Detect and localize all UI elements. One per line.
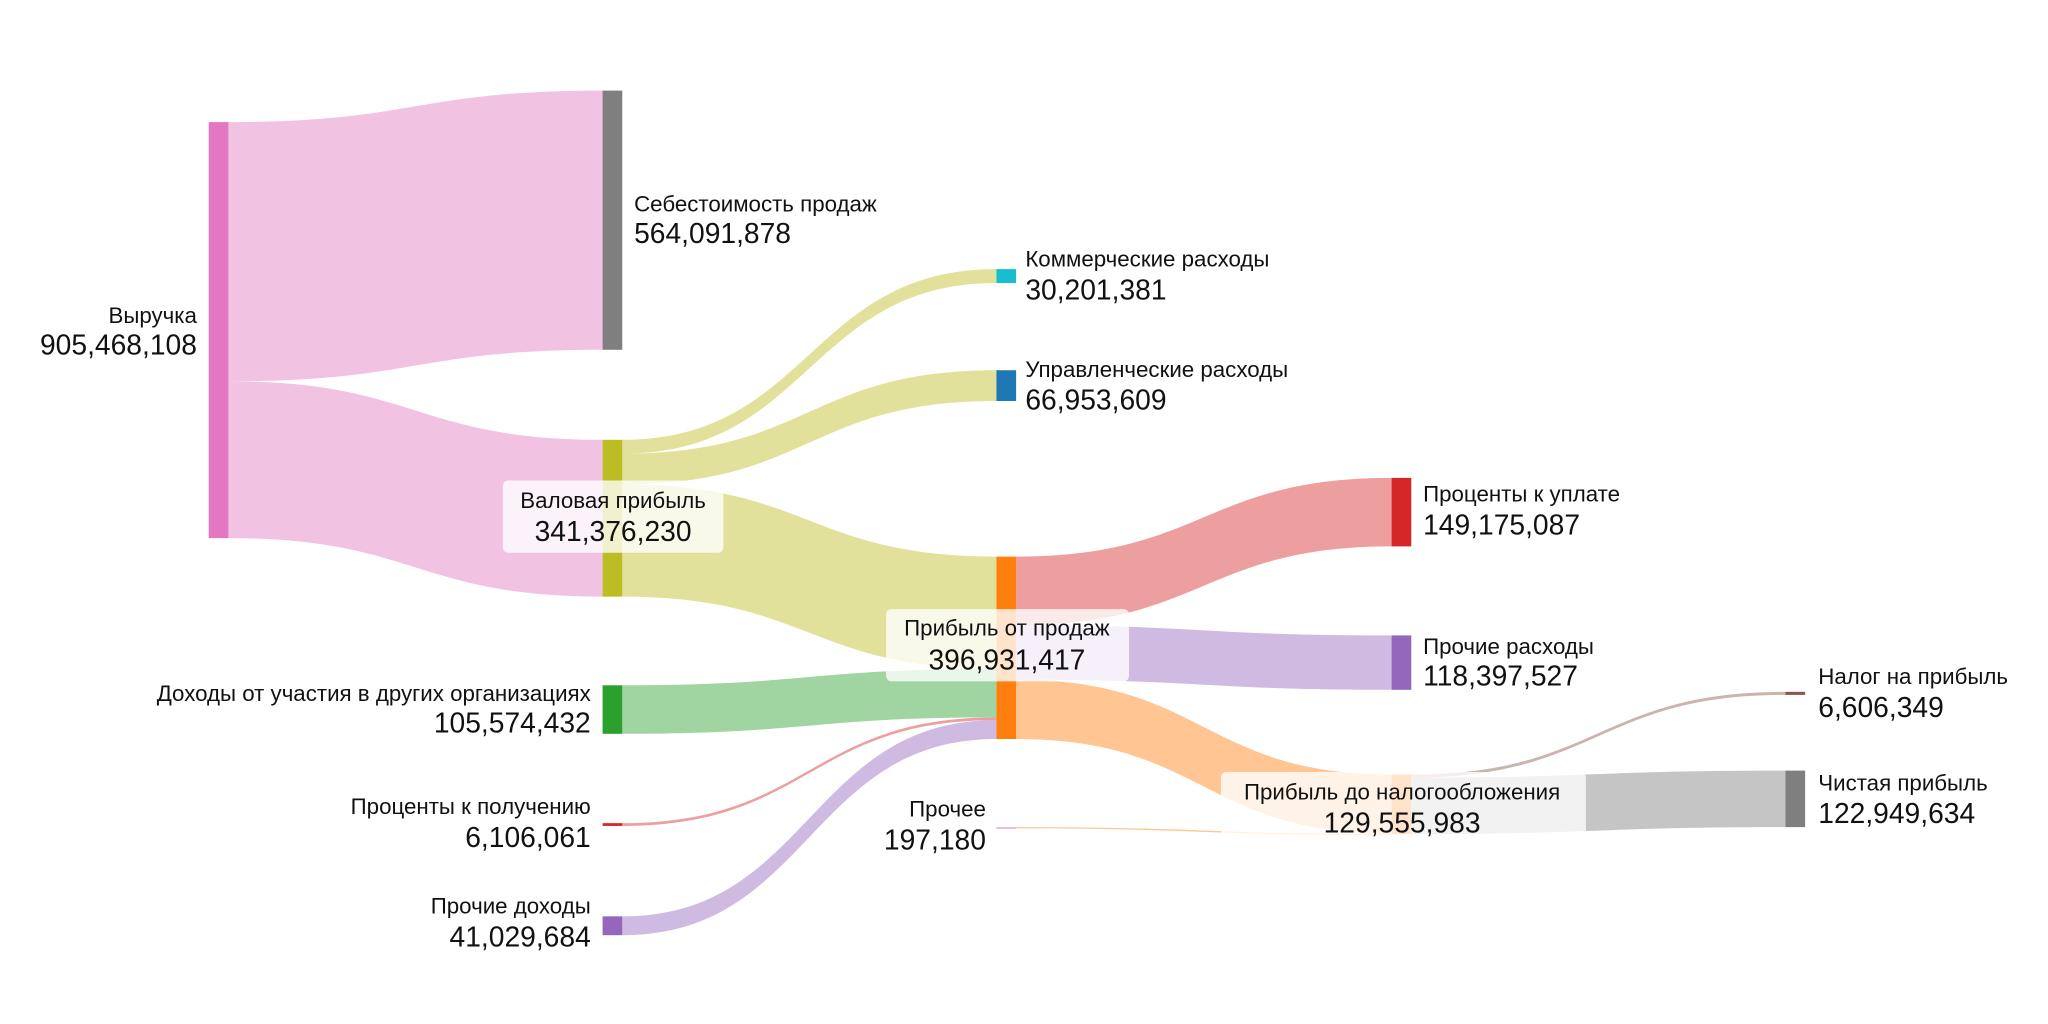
node-name: Доходы от участия в других организациях xyxy=(157,681,591,706)
node-interest_income[interactable] xyxy=(602,823,623,826)
node-name: Прочие доходы xyxy=(431,894,591,919)
label-selling: Коммерческие расходы 30,201,381 xyxy=(1025,247,1269,306)
label-tax: Налог на прибыль 6,606,349 xyxy=(1818,664,2008,723)
node-value: 564,091,878 xyxy=(634,217,791,249)
node-other_income[interactable] xyxy=(602,916,623,936)
link-equity_income-to-op_profit[interactable] xyxy=(622,668,997,734)
label-cogs: Себестоимость продаж 564,091,878 xyxy=(634,191,877,249)
label-pretax: Прибыль до налогообложения 129,555,983 xyxy=(1220,771,1586,841)
node-name: Прочее xyxy=(909,797,986,822)
node-admin[interactable] xyxy=(996,370,1017,401)
label-background xyxy=(502,480,724,553)
node-value: 197,180 xyxy=(884,823,986,855)
label-gross: Валовая прибыль 341,376,230 xyxy=(502,480,724,553)
node-name: Валовая прибыль xyxy=(520,488,706,513)
label-equity-income: Доходы от участия в других организациях … xyxy=(157,681,591,739)
label-revenue: Выручка 905,468,108 xyxy=(40,303,198,361)
node-value: 905,468,108 xyxy=(40,328,197,360)
link-gross-to-selling[interactable] xyxy=(622,269,997,454)
label-op-profit: Прибыль от продаж 396,931,417 xyxy=(886,609,1130,682)
node-name: Себестоимость продаж xyxy=(634,191,877,216)
node-tax[interactable] xyxy=(1785,691,1806,695)
node-interest_exp[interactable] xyxy=(1391,477,1412,547)
label-net: Чистая прибыль 122,949,634 xyxy=(1818,770,1987,829)
label-other-exp: Прочие расходы 118,397,527 xyxy=(1423,634,1594,692)
link-other_income-to-op_profit[interactable] xyxy=(622,720,997,936)
node-net[interactable] xyxy=(1785,770,1806,828)
label-other: Прочее 197,180 xyxy=(884,797,986,856)
node-value: 341,376,230 xyxy=(535,515,692,547)
label-background xyxy=(1220,771,1586,841)
node-cogs[interactable] xyxy=(602,90,623,350)
node-value: 122,949,634 xyxy=(1818,797,1975,829)
node-value: 129,555,983 xyxy=(1324,806,1481,838)
node-other[interactable] xyxy=(996,827,1017,830)
node-name: Налог на прибыль xyxy=(1818,664,2008,689)
label-background xyxy=(886,609,1130,682)
label-admin: Управленческие расходы 66,953,609 xyxy=(1025,357,1288,416)
node-name: Прибыль от продаж xyxy=(904,615,1110,640)
node-value: 41,029,684 xyxy=(450,921,591,953)
link-other-to-pretax[interactable] xyxy=(1016,827,1392,836)
node-value: 149,175,087 xyxy=(1423,508,1580,540)
node-name: Прочие расходы xyxy=(1423,634,1594,659)
node-selling[interactable] xyxy=(996,269,1017,284)
node-value: 118,397,527 xyxy=(1423,659,1578,691)
link-interest_income-to-op_profit[interactable] xyxy=(622,717,997,826)
node-name: Выручка xyxy=(108,303,197,328)
node-name: Проценты к уплате xyxy=(1423,481,1620,506)
link-pretax-to-tax[interactable] xyxy=(1411,691,1786,778)
node-name: Прибыль до налогообложения xyxy=(1244,780,1560,805)
node-value: 105,574,432 xyxy=(434,707,591,739)
node-name: Проценты к получению xyxy=(351,794,591,819)
node-name: Управленческие расходы xyxy=(1025,357,1288,382)
node-value: 396,931,417 xyxy=(928,644,1085,676)
link-revenue-to-cogs[interactable] xyxy=(228,90,603,382)
label-interest-income: Проценты к получению 6,106,061 xyxy=(351,794,591,853)
node-name: Чистая прибыль xyxy=(1818,770,1987,795)
link-gross-to-admin[interactable] xyxy=(622,370,997,485)
node-value: 6,106,061 xyxy=(465,821,591,853)
node-value: 6,606,349 xyxy=(1818,691,1944,723)
node-revenue[interactable] xyxy=(208,122,229,539)
label-interest-exp: Проценты к уплате 149,175,087 xyxy=(1423,481,1620,540)
node-equity_income[interactable] xyxy=(602,685,623,734)
node-name: Коммерческие расходы xyxy=(1025,247,1269,272)
node-value: 30,201,381 xyxy=(1025,273,1166,305)
node-other_exp[interactable] xyxy=(1391,635,1412,690)
node-value: 66,953,609 xyxy=(1025,384,1166,416)
link-op_profit-to-interest_exp[interactable] xyxy=(1016,477,1392,626)
label-other-income: Прочие доходы 41,029,684 xyxy=(431,894,591,953)
